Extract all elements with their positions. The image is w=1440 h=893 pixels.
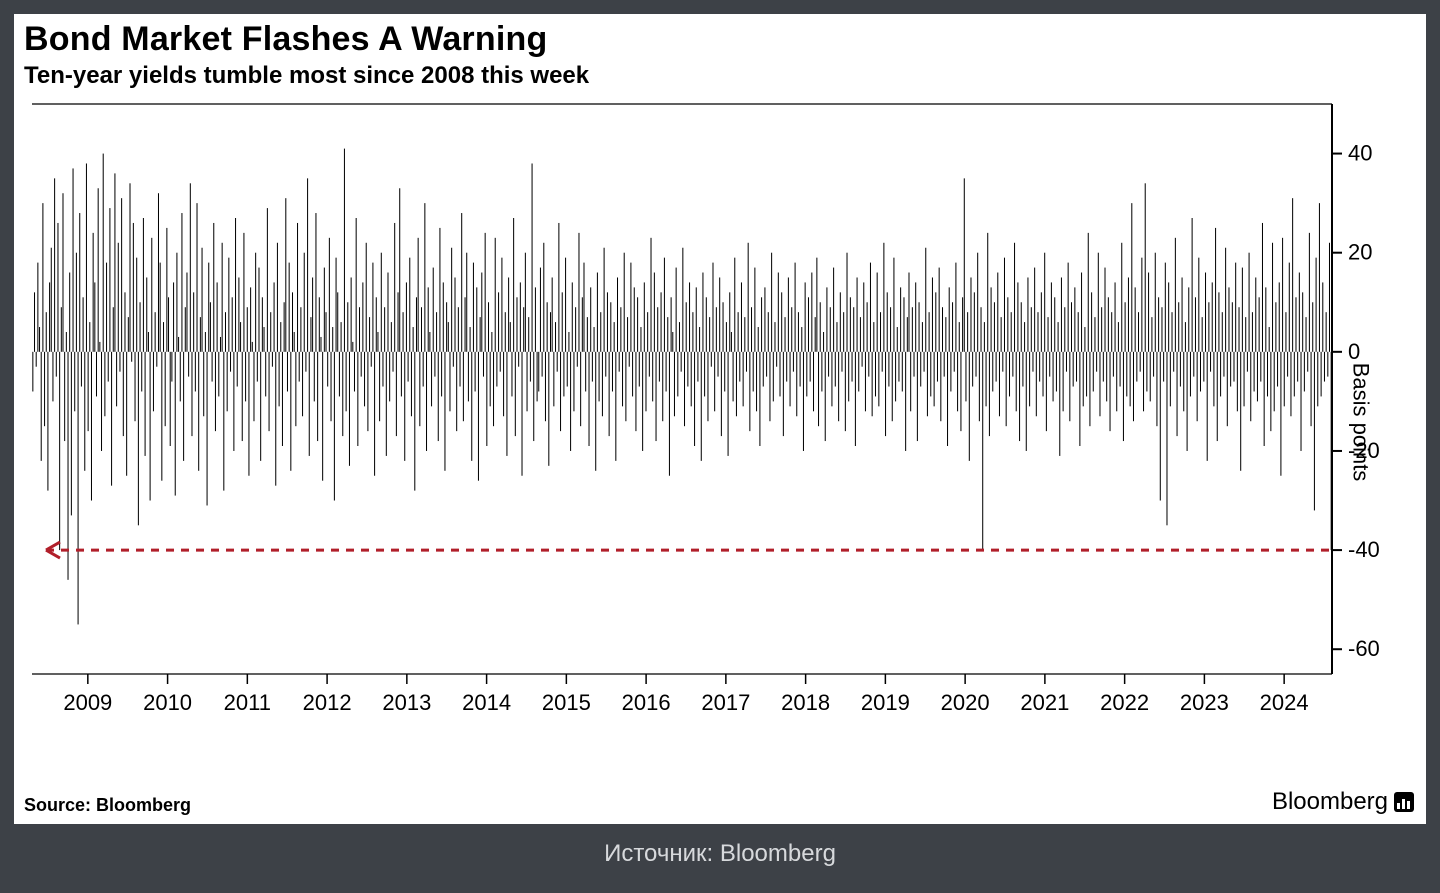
svg-text:2022: 2022 [1100, 690, 1149, 715]
brand-label: Bloomberg [1272, 788, 1414, 816]
svg-text:2011: 2011 [224, 690, 271, 715]
svg-text:40: 40 [1348, 141, 1372, 166]
svg-text:2009: 2009 [63, 690, 112, 715]
brand-text: Bloomberg [1272, 788, 1388, 816]
chart-title: Bond Market Flashes A Warning [24, 20, 547, 59]
source-label: Source: Bloomberg [24, 795, 191, 816]
svg-text:2023: 2023 [1180, 690, 1229, 715]
svg-text:2018: 2018 [781, 690, 830, 715]
svg-text:2019: 2019 [861, 690, 910, 715]
svg-text:2017: 2017 [701, 690, 750, 715]
svg-text:2021: 2021 [1020, 690, 1069, 715]
svg-text:-60: -60 [1348, 636, 1380, 661]
svg-text:-40: -40 [1348, 537, 1380, 562]
bloomberg-logo-icon [1394, 792, 1414, 812]
svg-text:2013: 2013 [382, 690, 431, 715]
svg-text:2012: 2012 [303, 690, 352, 715]
svg-text:2016: 2016 [622, 690, 671, 715]
svg-text:0: 0 [1348, 339, 1360, 364]
chart-card: Bond Market Flashes A Warning Ten-year y… [14, 14, 1426, 824]
bar-plot-svg: -60-40-200204020092010201120122013201420… [24, 98, 1416, 746]
page-caption: Источник: Bloomberg [0, 840, 1440, 868]
chart-subtitle: Ten-year yields tumble most since 2008 t… [24, 62, 589, 90]
svg-text:2010: 2010 [143, 690, 192, 715]
svg-text:2024: 2024 [1260, 690, 1309, 715]
svg-text:2014: 2014 [462, 690, 511, 715]
svg-text:2020: 2020 [941, 690, 990, 715]
svg-text:20: 20 [1348, 240, 1372, 265]
plot-area: -60-40-200204020092010201120122013201420… [24, 98, 1416, 746]
svg-text:2015: 2015 [542, 690, 591, 715]
y-axis-label: Basis points [1348, 363, 1374, 482]
